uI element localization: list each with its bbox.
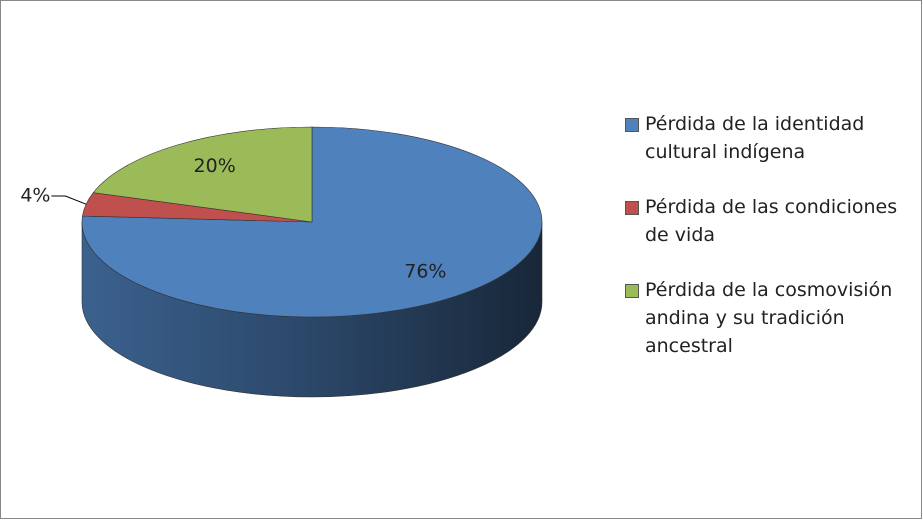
legend-swatch <box>625 118 639 132</box>
leader-line <box>51 195 87 205</box>
legend-item: Pérdida de las condiciones de vida <box>625 193 915 249</box>
legend-swatch <box>625 201 639 215</box>
legend-item: Pérdida de la cosmovisión andina y su tr… <box>625 276 915 360</box>
data-label: 20% <box>194 155 236 177</box>
legend-label: Pérdida de la identidad cultural indígen… <box>645 113 865 163</box>
pie-slice <box>81 126 543 318</box>
legend-item: Pérdida de la identidad cultural indígen… <box>625 110 915 166</box>
legend: Pérdida de la identidad cultural indígen… <box>625 110 915 387</box>
data-label: 4% <box>20 184 50 206</box>
data-label: 76% <box>404 260 446 282</box>
legend-label: Pérdida de las condiciones de vida <box>645 196 898 246</box>
legend-swatch <box>625 284 639 298</box>
pie-slice <box>92 126 313 223</box>
legend-label: Pérdida de la cosmovisión andina y su tr… <box>645 279 893 357</box>
